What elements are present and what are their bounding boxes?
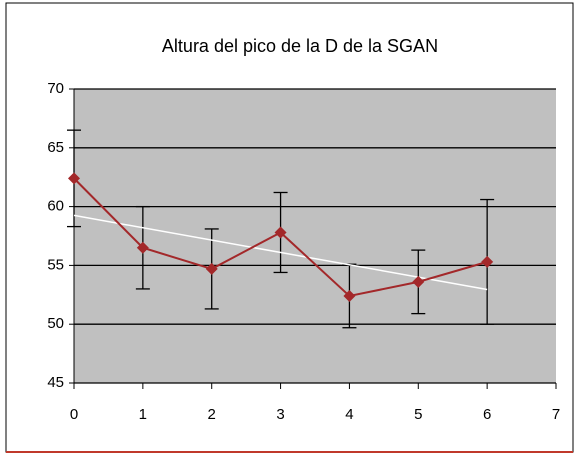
data-point [205,262,218,275]
x-tick-label: 5 [414,406,422,423]
data-point [343,289,356,302]
data-point [274,226,287,239]
data-point [68,172,80,185]
data-point [481,255,494,268]
y-tick-label: 65 [47,139,64,156]
x-tick-label: 0 [70,406,78,423]
x-tick-label: 1 [139,406,147,423]
x-tick-label: 7 [552,406,560,423]
data-point [136,241,149,254]
x-tick-label: 4 [345,406,353,423]
chart-title: Altura del pico de la D de la SGAN [162,36,438,56]
y-tick-label: 55 [47,256,64,273]
x-tick-label: 2 [208,406,216,423]
x-tick-label: 3 [276,406,284,423]
x-tick-label: 6 [483,406,491,423]
y-tick-label: 70 [47,80,64,97]
plot-area [74,89,556,383]
y-tick-label: 45 [47,374,64,391]
y-tick-label: 60 [47,198,64,215]
data-point [412,275,425,288]
y-tick-label: 50 [47,315,64,332]
